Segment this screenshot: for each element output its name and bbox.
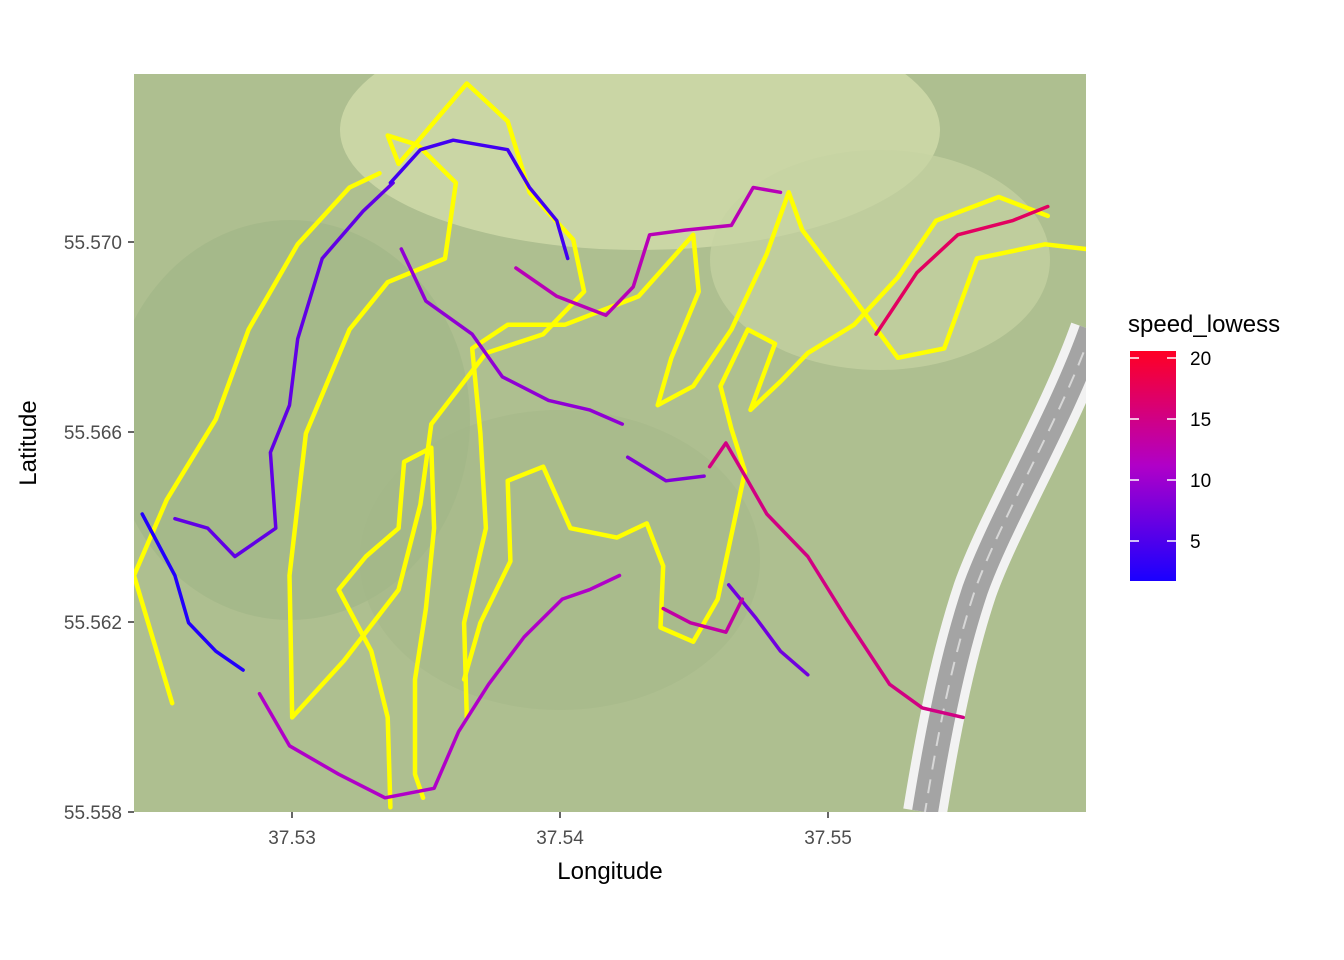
highway (912, 325, 1086, 812)
basemap-dark-area (360, 410, 760, 710)
speed-track-3 (257, 573, 622, 800)
legend-label: 10 (1190, 471, 1211, 492)
speed-track-1 (140, 512, 245, 672)
route-highlight-track-5 (461, 194, 1051, 682)
x-axis: 37.53 37.54 37.55 Longitude (268, 812, 852, 885)
y-tick-label: 55.558 (64, 803, 122, 824)
y-axis-title: Latitude (15, 400, 42, 485)
y-axis: 55.558 55.562 55.566 55.570 Latitude (15, 233, 134, 824)
legend: speed_lowess 20 15 10 5 (1128, 311, 1280, 581)
map-panel[interactable] (110, 10, 1092, 812)
legend-label: 20 (1190, 349, 1211, 370)
x-axis-title: Longitude (557, 858, 662, 885)
legend-colorbar (1130, 351, 1176, 581)
speed-track-8 (625, 455, 706, 483)
y-tick-label: 55.562 (64, 613, 122, 634)
x-tick-label: 37.55 (804, 828, 852, 849)
x-tick-label: 37.53 (268, 828, 316, 849)
speed-track-5 (388, 138, 570, 261)
route-highlight-track-3 (461, 190, 1086, 720)
legend-label: 15 (1190, 410, 1211, 431)
legend-label: 5 (1190, 532, 1201, 553)
speed-track-2 (173, 181, 395, 559)
route-highlight-track-4 (336, 445, 437, 810)
route-highlight-track-2 (134, 171, 382, 706)
speed-track-11 (874, 204, 1050, 336)
x-tick-label: 37.54 (536, 828, 584, 849)
y-tick-label: 55.570 (64, 233, 122, 254)
legend-title: speed_lowess (1128, 311, 1280, 338)
speed-track-layer (140, 138, 1050, 800)
y-tick-label: 55.566 (64, 423, 122, 444)
speed-track-10 (661, 597, 745, 634)
speed-track-7 (707, 441, 965, 720)
speed-track-6 (514, 185, 783, 318)
speed-track-4 (399, 247, 625, 426)
